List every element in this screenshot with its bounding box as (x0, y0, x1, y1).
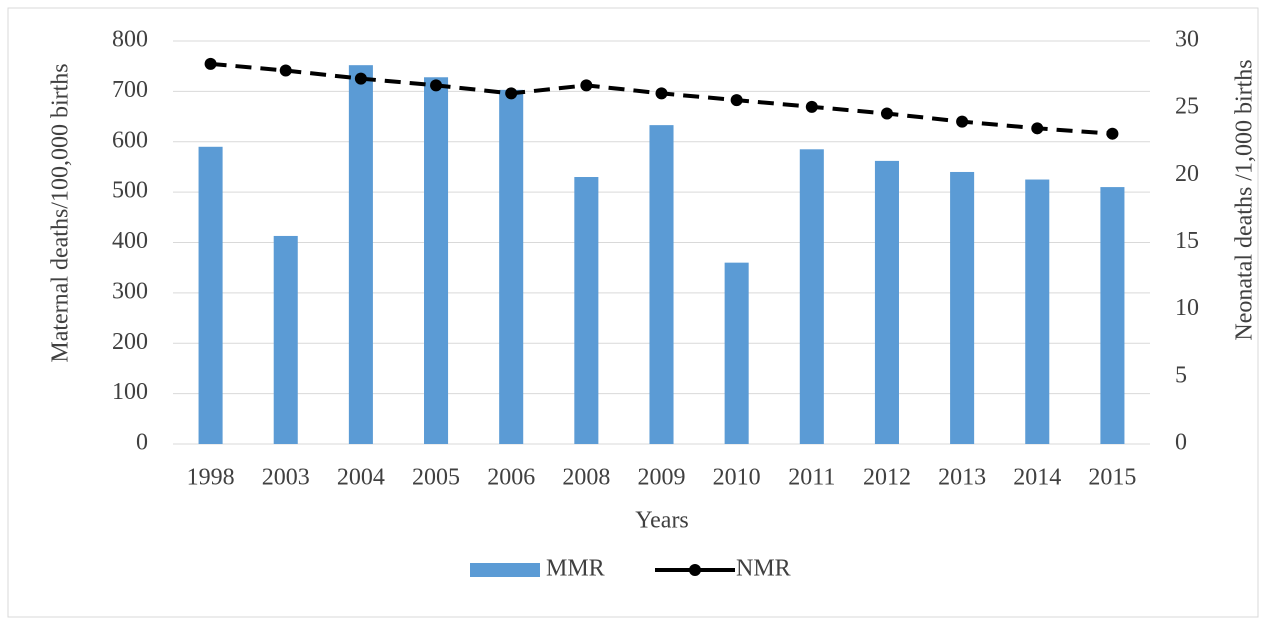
line-marker (354, 72, 367, 85)
y-tick-label: 200 (112, 329, 148, 355)
y-tick-label: 100 (112, 379, 148, 405)
x-tick-label: 2005 (412, 465, 460, 491)
bar (273, 235, 298, 444)
chart-frame (7, 7, 1259, 618)
line-marker (279, 64, 292, 77)
legend-swatch (470, 563, 540, 577)
bar (799, 149, 824, 444)
bar (424, 77, 449, 445)
bar (348, 65, 373, 445)
x-tick-label: 2014 (1013, 465, 1061, 491)
y-tick-label: 600 (112, 127, 148, 153)
y2-tick-label: 10 (1175, 295, 1199, 321)
bar (874, 160, 899, 444)
y2-tick-label: 0 (1175, 430, 1187, 456)
y-tick-label: 300 (112, 278, 148, 304)
x-tick-label: 2008 (562, 465, 610, 491)
bar (574, 177, 599, 444)
x-tick-label: 2011 (788, 465, 835, 491)
x-tick-label: 2009 (638, 465, 686, 491)
bar (950, 171, 975, 444)
line-marker (730, 94, 743, 107)
y2-tick-label: 20 (1175, 161, 1199, 187)
legend-label: MMR (546, 556, 605, 582)
bar (724, 262, 749, 444)
bar (1100, 187, 1125, 444)
line-marker (655, 87, 668, 100)
y2-tick-label: 15 (1175, 228, 1199, 254)
x-tick-label: 1998 (187, 465, 235, 491)
line-marker (204, 57, 217, 70)
x-tick-label: 2006 (487, 465, 535, 491)
bar (499, 89, 524, 445)
bar (1025, 179, 1050, 444)
legend-marker (689, 564, 701, 576)
x-tick-label: 2015 (1088, 465, 1136, 491)
line-marker (956, 115, 969, 128)
x-tick-label: 2013 (938, 465, 986, 491)
bar (649, 125, 674, 444)
y-tick-label: 0 (136, 430, 148, 456)
x-tick-label: 2010 (713, 465, 761, 491)
line-marker (1031, 122, 1044, 135)
y2-tick-label: 5 (1175, 362, 1187, 388)
y2-tick-label: 30 (1175, 27, 1199, 53)
y2-tick-label: 25 (1175, 94, 1199, 120)
y-tick-label: 400 (112, 228, 148, 254)
line-marker (430, 79, 443, 92)
x-axis-label: Years (635, 508, 689, 534)
x-tick-label: 2003 (262, 465, 310, 491)
x-tick-label: 2004 (337, 465, 385, 491)
line-marker (880, 107, 893, 120)
bar (198, 146, 223, 444)
line-marker (580, 79, 593, 92)
line-marker (1106, 127, 1119, 140)
y-tick-label: 700 (112, 77, 148, 103)
y-tick-label: 800 (112, 27, 148, 53)
y2-axis-label: Neonatal deaths /1,000 births (1232, 59, 1258, 340)
x-tick-label: 2012 (863, 465, 911, 491)
y-axis-label: Maternal deaths/100,000 births (48, 63, 74, 362)
line-marker (805, 100, 818, 113)
y-tick-label: 500 (112, 178, 148, 204)
legend-label: NMR (736, 556, 791, 582)
line-marker (505, 87, 518, 100)
